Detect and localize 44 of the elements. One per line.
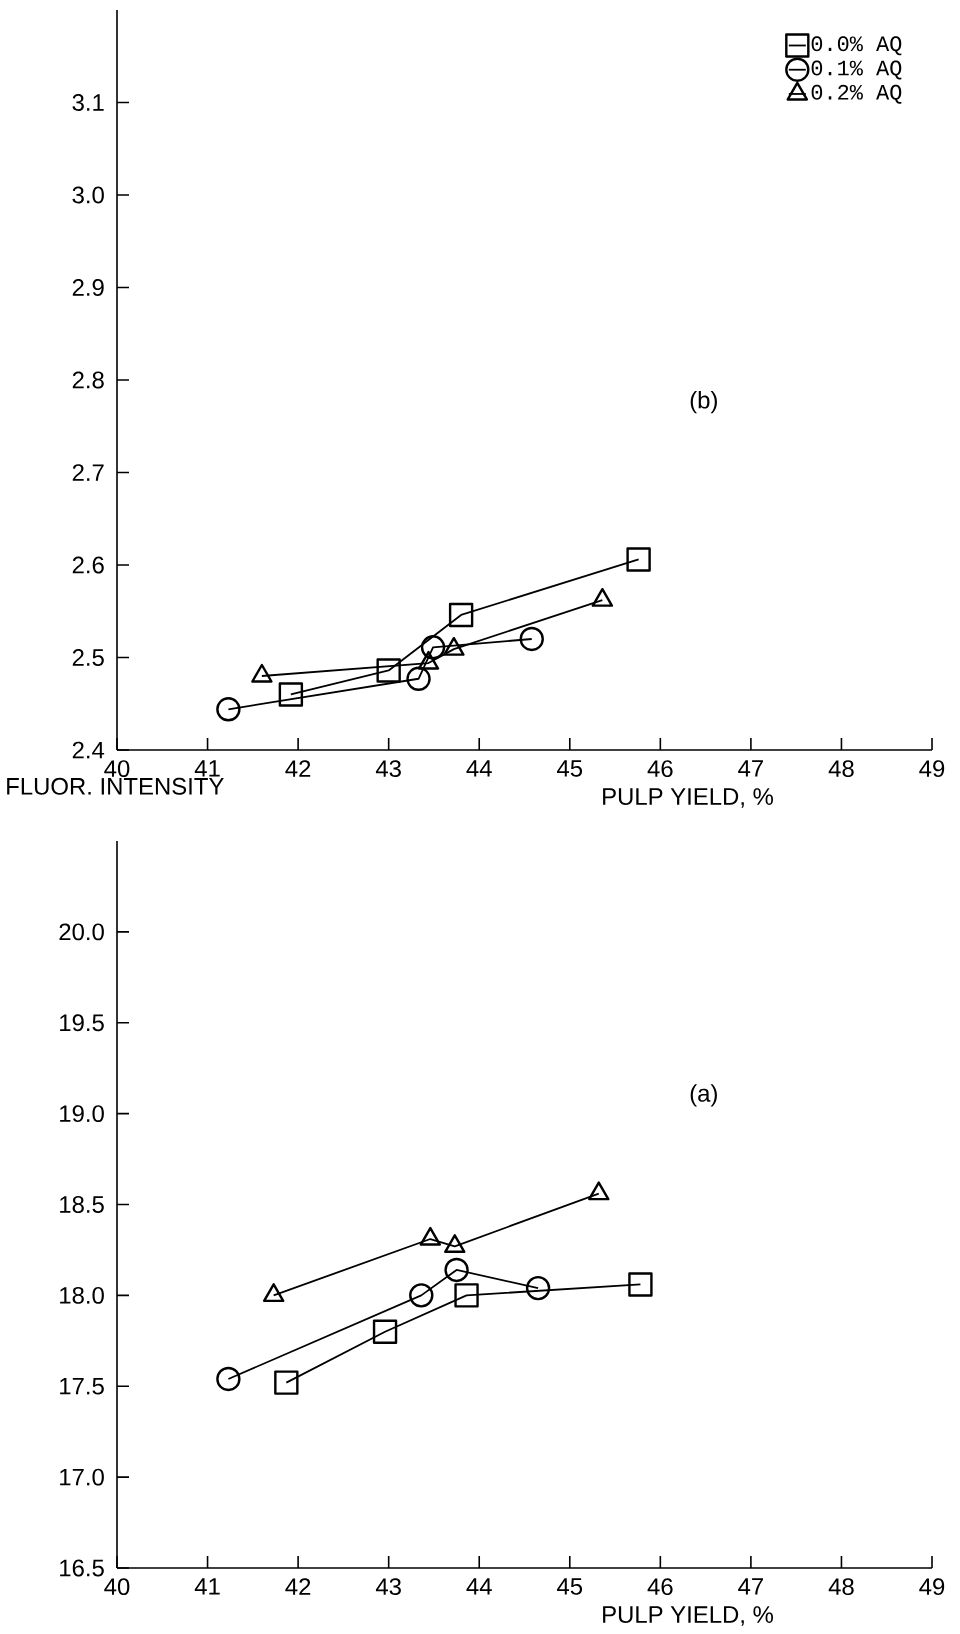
legend-label: 0.1% AQ (811, 60, 902, 80)
x-tick-label: 41 (194, 1578, 220, 1595)
y-tick-label: 3.0 (72, 186, 104, 204)
x-tick-label: 47 (738, 760, 763, 777)
x-tick-label: 41 (194, 760, 220, 777)
x-axis-title: PULP YIELD, % (603, 1606, 773, 1626)
x-tick-label: 40 (104, 760, 130, 778)
y-axis-title: FLUOR. INTENSITY (7, 777, 224, 795)
x-tick-label: 44 (466, 1578, 492, 1595)
x-tick-label: 40 (104, 1578, 130, 1596)
y-tick-label: 17.0 (60, 1468, 104, 1486)
y-tick-label: 2.5 (72, 649, 104, 666)
x-tick-label: 44 (466, 760, 492, 777)
x-tick-label: 48 (828, 760, 854, 778)
y-tick-label: 18.0 (60, 1286, 104, 1304)
x-tick-label: 47 (738, 1578, 763, 1595)
x-tick-label: 46 (647, 760, 673, 778)
x-tick-label: 43 (375, 760, 401, 778)
y-tick-label: 19.5 (60, 1014, 104, 1032)
annotation: (a) (690, 1084, 717, 1107)
legend-label: 0.0% AQ (811, 36, 902, 56)
x-tick-label: 45 (557, 760, 583, 777)
y-tick-label: 16.5 (60, 1559, 104, 1577)
annotation: (b) (690, 391, 717, 414)
x-tick-label: 45 (557, 1578, 583, 1595)
x-tick-label: 49 (919, 1578, 945, 1596)
x-axis-title: PULP YIELD, % (603, 788, 773, 808)
y-tick-label: 17.5 (60, 1377, 104, 1395)
x-tick-label: 43 (375, 1578, 401, 1596)
y-tick-label: 2.4 (72, 741, 105, 759)
x-tick-label: 42 (285, 760, 311, 777)
y-tick-label: 20.0 (59, 923, 104, 941)
legend-label: 0.2% AQ (811, 84, 902, 104)
x-tick-label: 48 (828, 1578, 854, 1596)
y-tick-label: 2.8 (72, 371, 104, 389)
x-tick-label: 46 (647, 1578, 673, 1596)
y-tick-label: 3.1 (72, 94, 104, 111)
x-tick-label: 42 (285, 1578, 311, 1595)
y-tick-label: 2.7 (72, 464, 104, 481)
y-tick-label: 2.6 (72, 556, 104, 574)
x-tick-label: 49 (919, 760, 945, 778)
y-tick-label: 2.9 (72, 279, 104, 296)
y-tick-label: 19.0 (60, 1105, 104, 1123)
y-tick-label: 18.5 (60, 1196, 104, 1213)
